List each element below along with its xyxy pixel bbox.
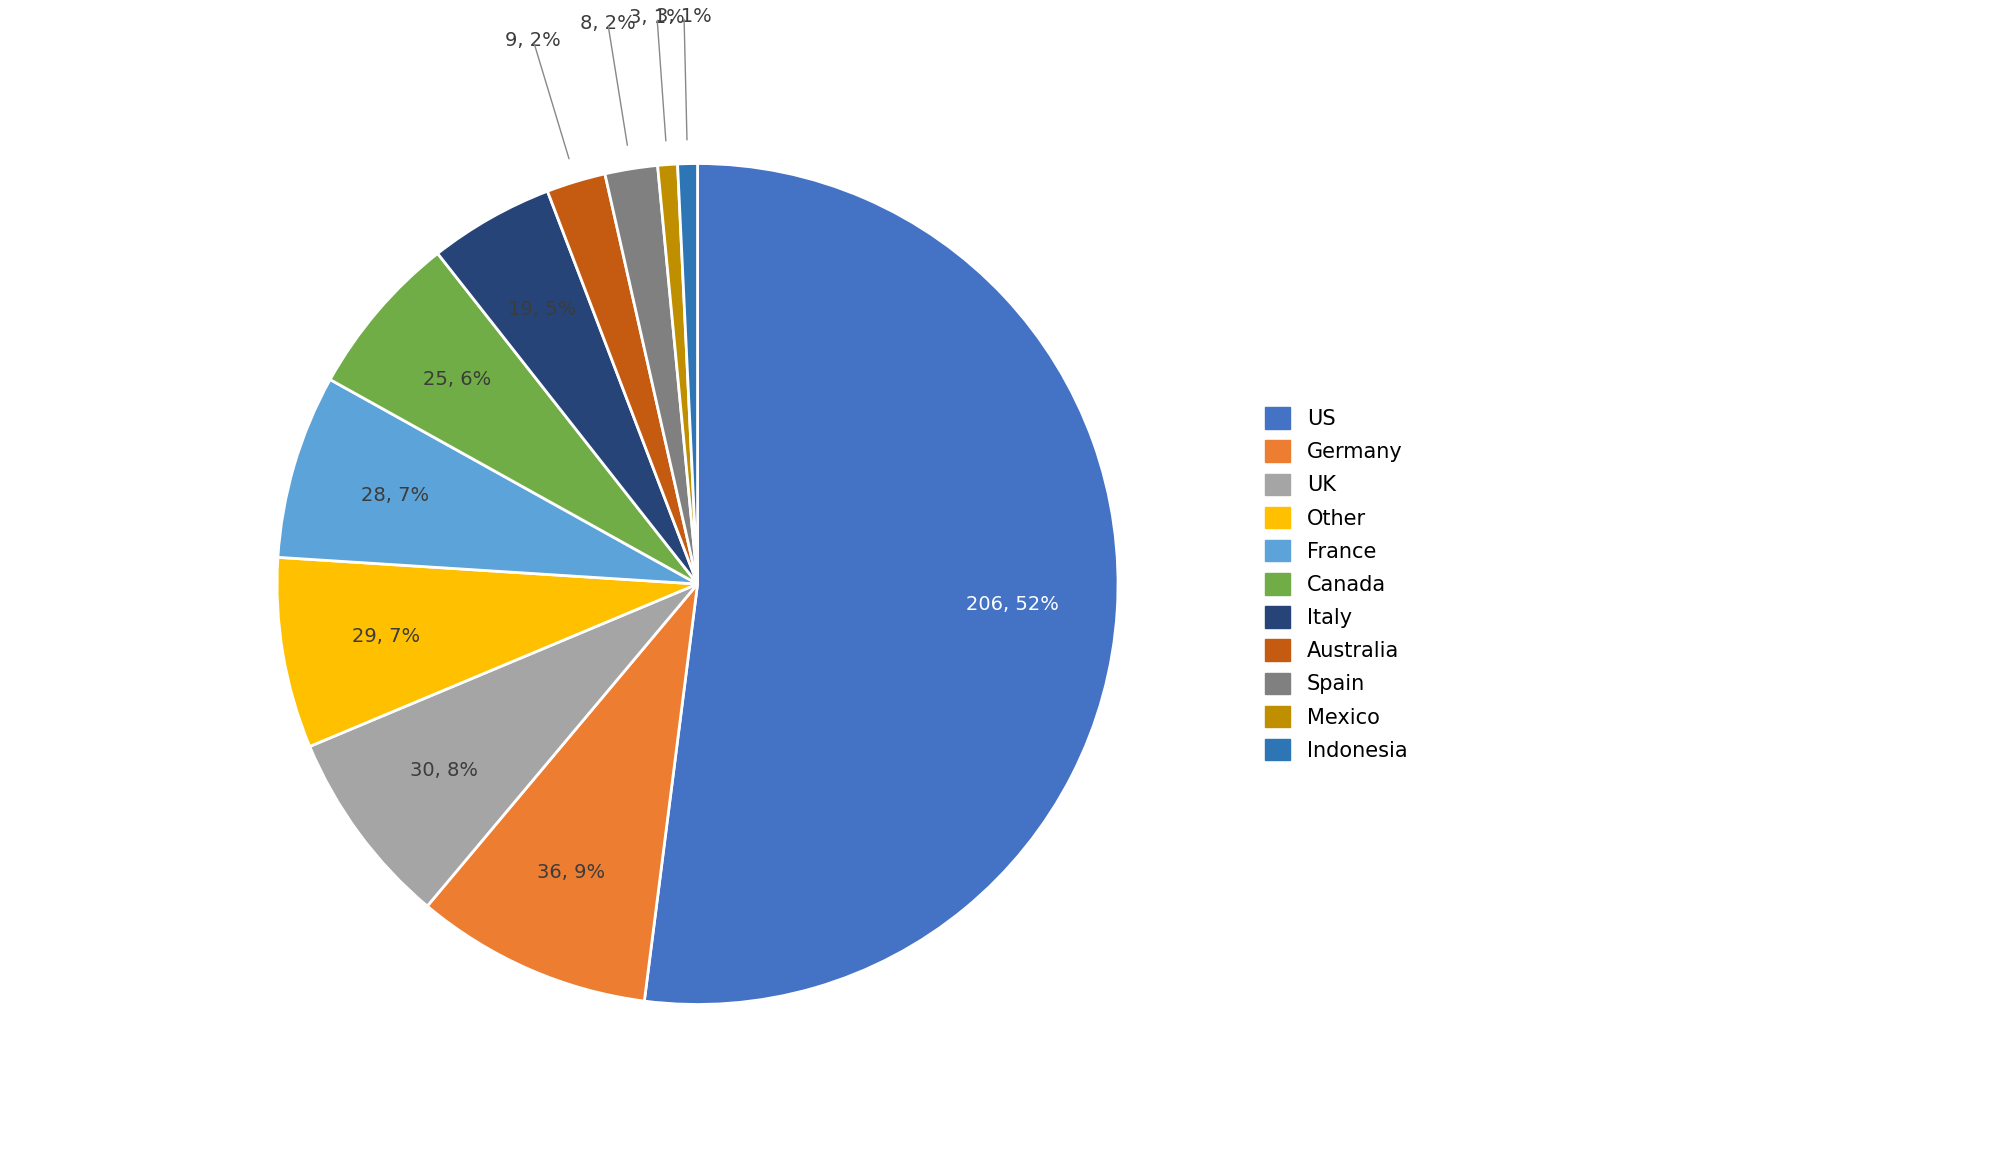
Text: 29, 7%: 29, 7% <box>353 627 421 646</box>
Legend: US, Germany, UK, Other, France, Canada, Italy, Australia, Spain, Mexico, Indones: US, Germany, UK, Other, France, Canada, … <box>1254 397 1417 771</box>
Text: 8, 2%: 8, 2% <box>580 14 636 33</box>
Wedge shape <box>309 584 698 906</box>
Wedge shape <box>548 174 698 584</box>
Text: 3, 1%: 3, 1% <box>630 8 686 27</box>
Wedge shape <box>438 192 698 584</box>
Text: 28, 7%: 28, 7% <box>361 486 428 505</box>
Text: 9, 2%: 9, 2% <box>506 32 562 50</box>
Wedge shape <box>606 166 698 584</box>
Text: 25, 6%: 25, 6% <box>423 370 492 389</box>
Text: 3, 1%: 3, 1% <box>656 7 712 26</box>
Text: 36, 9%: 36, 9% <box>536 863 606 882</box>
Wedge shape <box>277 380 698 584</box>
Wedge shape <box>427 584 698 1001</box>
Wedge shape <box>331 253 698 584</box>
Text: 30, 8%: 30, 8% <box>411 762 478 780</box>
Wedge shape <box>678 164 698 584</box>
Wedge shape <box>277 557 698 746</box>
Wedge shape <box>658 164 698 584</box>
Text: 19, 5%: 19, 5% <box>508 300 576 319</box>
Text: 206, 52%: 206, 52% <box>967 595 1058 613</box>
Wedge shape <box>644 164 1118 1004</box>
